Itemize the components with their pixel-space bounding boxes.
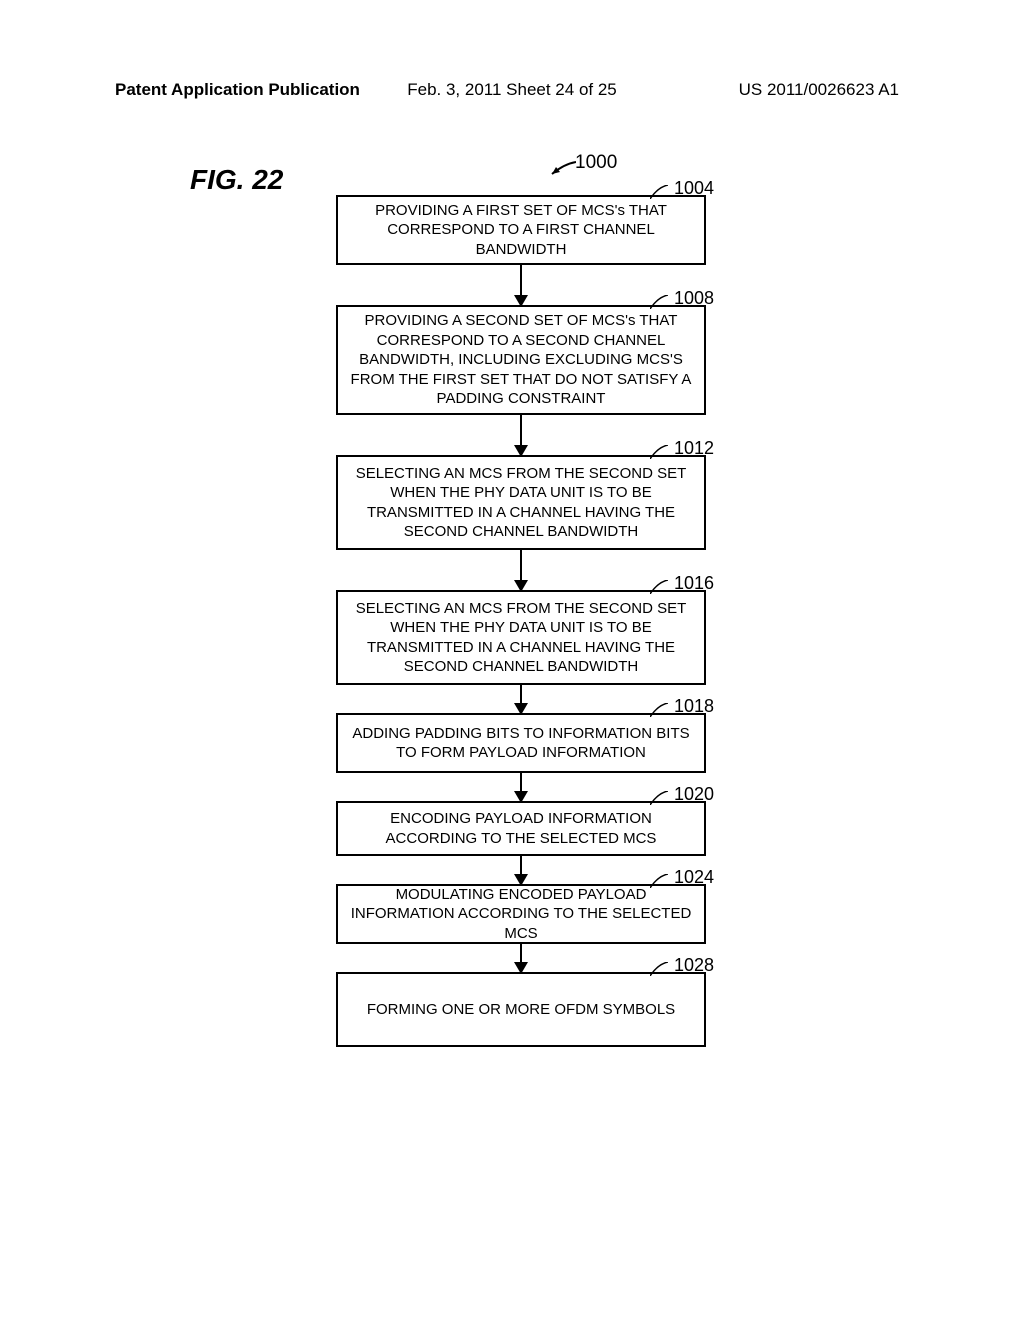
flow-connector [520,856,522,884]
header-date-sheet: Feb. 3, 2011 Sheet 24 of 25 [407,80,617,100]
box-text: FORMING ONE OR MORE OFDM SYMBOLS [367,1000,675,1020]
box-label: 1024 [674,866,714,889]
flow-box-1016: 1016 SELECTING AN MCS FROM THE SECOND SE… [336,590,706,685]
flow-box-1004: 1004 PROVIDING A FIRST SET OF MCS's THAT… [336,195,706,265]
box-label: 1016 [674,572,714,595]
box-text: SELECTING AN MCS FROM THE SECOND SET WHE… [348,464,694,542]
label-arc-icon [650,185,668,199]
box-label: 1004 [674,177,714,200]
box-text: ENCODING PAYLOAD INFORMATION ACCORDING T… [348,809,694,848]
box-text: PROVIDING A FIRST SET OF MCS's THAT CORR… [348,201,694,260]
flow-box-1018: 1018 ADDING PADDING BITS TO INFORMATION … [336,713,706,773]
box-label: 1028 [674,954,714,977]
flow-connector [520,944,522,972]
flow-connector [520,773,522,801]
flow-connector [520,685,522,713]
box-text: SELECTING AN MCS FROM THE SECOND SET WHE… [348,599,694,677]
flow-box-1020: 1020 ENCODING PAYLOAD INFORMATION ACCORD… [336,801,706,856]
label-arc-icon [650,445,668,459]
box-text: MODULATING ENCODED PAYLOAD INFORMATION A… [348,885,694,944]
figure-label: FIG. 22 [190,164,283,196]
flow-connector [520,550,522,590]
flow-connector [520,415,522,455]
patent-page: Patent Application Publication Feb. 3, 2… [0,0,1024,1320]
box-label: 1012 [674,437,714,460]
flow-box-1028: 1028 FORMING ONE OR MORE OFDM SYMBOLS [336,972,706,1047]
box-text: ADDING PADDING BITS TO INFORMATION BITS … [348,724,694,763]
flow-box-1008: 1008 PROVIDING A SECOND SET OF MCS's THA… [336,305,706,415]
box-text: PROVIDING A SECOND SET OF MCS's THAT COR… [348,311,694,409]
label-arc-icon [650,874,668,888]
diagram-pointer-arrow-icon [548,160,576,176]
label-arc-icon [650,703,668,717]
box-label: 1018 [674,695,714,718]
page-header: Patent Application Publication Feb. 3, 2… [0,80,1024,100]
header-publication: Patent Application Publication [115,80,360,100]
diagram-id-number: 1000 [575,152,617,174]
header-patent-number: US 2011/0026623 A1 [739,80,899,100]
label-arc-icon [650,295,668,309]
flow-connector [520,265,522,305]
label-arc-icon [650,962,668,976]
box-label: 1020 [674,783,714,806]
flow-box-1024: 1024 MODULATING ENCODED PAYLOAD INFORMAT… [336,884,706,944]
flow-box-1012: 1012 SELECTING AN MCS FROM THE SECOND SE… [336,455,706,550]
box-label: 1008 [674,287,714,310]
flowchart-container: 1004 PROVIDING A FIRST SET OF MCS's THAT… [336,195,706,1047]
label-arc-icon [650,791,668,805]
label-arc-icon [650,580,668,594]
